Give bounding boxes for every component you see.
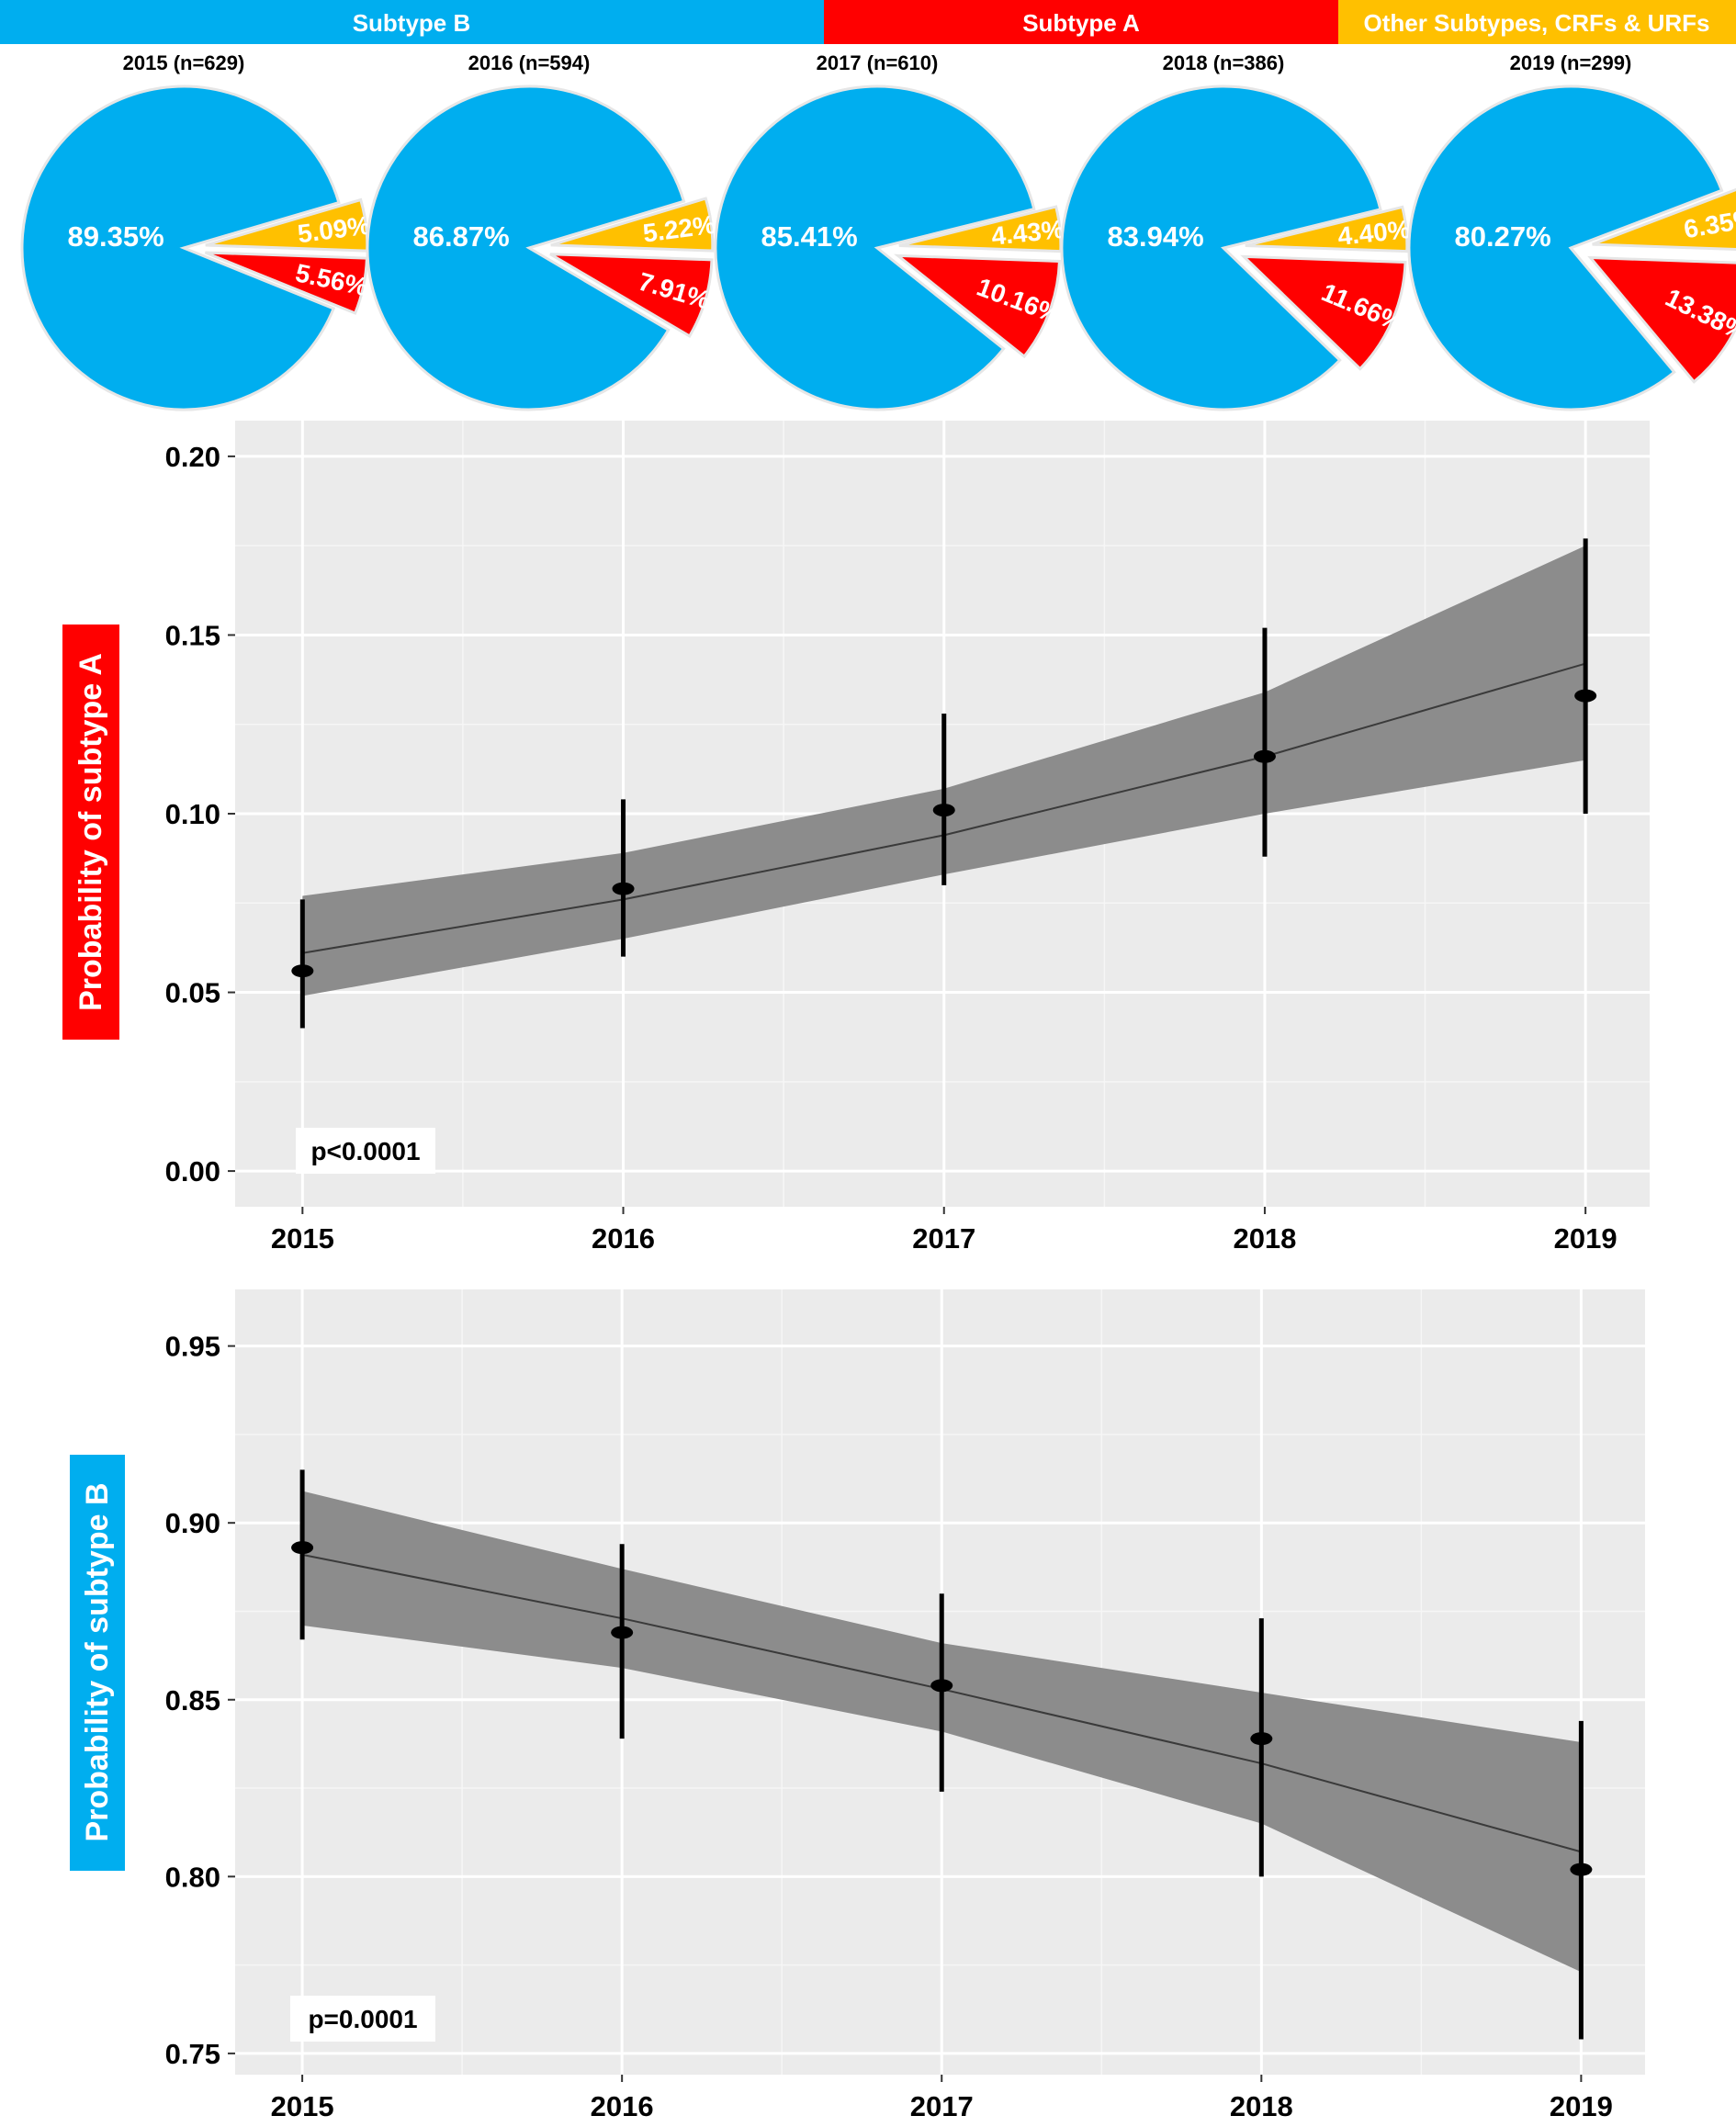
point-2018 [1250,1732,1273,1746]
pie-slice-label: 86.87% [413,220,510,253]
point-2016 [611,1626,634,1639]
pie-title: 2015 (n=629) [123,51,245,74]
pie-title: 2019 (n=299) [1510,51,1632,74]
y-tick-label: 0.90 [165,1507,220,1539]
pie-slice-subtype-a [549,253,714,339]
legend-subtype-a-swatch [824,0,1338,44]
pie-2015: 2015 (n=629)89.35%5.56%5.09% [20,51,372,411]
pie-slice-subtype-b [20,84,341,411]
subtype-b-pvalue: p=0.0001 [308,2005,417,2033]
pie-slice-subtype-b [1407,84,1724,411]
pie-slice-label: 83.94% [1108,220,1204,253]
x-tick-label: 2016 [591,2090,654,2122]
subtype-a-ylabel-box [62,625,119,1040]
pie-slice-other-subtypes-crfs-urfs [550,197,715,253]
y-tick-label: 0.00 [165,1155,220,1187]
x-tick-label: 2017 [910,2090,974,2122]
x-tick-label: 2018 [1230,2090,1293,2122]
pie-slice-other-subtypes-crfs-urfs [1245,205,1409,253]
pie-charts: 2015 (n=629)89.35%5.56%5.09%2016 (n=594)… [20,51,1736,411]
legend-other-swatch [1338,0,1736,44]
point-2017 [932,804,955,817]
pie-2019: 2019 (n=299)80.27%13.38%6.35% [1407,51,1736,411]
x-tick-label: 2016 [592,1222,655,1255]
pie-title: 2018 (n=386) [1163,51,1285,74]
legend-subtype-b-swatch [0,0,824,44]
x-tick-label: 2015 [271,2090,334,2122]
pie-2016: 2016 (n=594)86.87%7.91%5.22% [366,51,717,411]
x-tick-label: 2018 [1233,1222,1296,1255]
subtype-b-ylabel: Probability of subtype B [80,1482,115,1841]
point-2017 [930,1679,953,1693]
pie-title: 2017 (n=610) [817,51,939,74]
y-tick-label: 0.05 [165,977,220,1009]
y-tick-label: 0.10 [165,798,220,830]
subtype-b-axes: 0.75 0.80 0.85 0.90 0.95 2015 2016 2017 2018 2019 [165,1331,1613,2122]
pie-slice-subtype-b [1060,84,1382,411]
x-tick-label: 2019 [1550,2090,1613,2122]
legend-subtype-a-label: Subtype A [1022,9,1140,37]
subtype-a-axes: 0.00 0.05 0.10 0.15 0.20 2015 2016 2017 2018 2019 [165,441,1618,1255]
subtype-b-points [291,1469,1593,2040]
subtype-b-ylabel-box [70,1455,125,1871]
point-2019 [1574,689,1597,703]
subtype-a-pvalue-box [296,1128,435,1174]
legend-other-label: Other Subtypes, CRFs & URFs [1363,9,1709,37]
pie-slice-other-subtypes-crfs-urfs [1592,187,1736,252]
subtype-b-pvalue-box [290,1996,435,2042]
y-tick-label: 0.95 [165,1331,220,1363]
pie-2018: 2018 (n=386)83.94%11.66%4.40% [1060,51,1412,411]
pie-slice-subtype-a [894,253,1061,359]
legend-subtype-b-label: Subtype B [353,9,471,37]
y-tick-label: 0.75 [165,2038,220,2070]
pie-slice-subtype-a [1240,254,1407,371]
y-tick-label: 0.85 [165,1684,220,1716]
point-2016 [612,882,635,895]
pie-slice-subtype-b [714,84,1036,411]
pie-title: 2016 (n=594) [468,51,591,74]
point-2018 [1253,749,1276,763]
point-2015 [291,964,314,978]
y-tick-label: 0.15 [165,619,220,651]
point-2015 [291,1541,314,1555]
subtype-a-ylabel: Probability of subtype A [73,653,108,1011]
pie-slice-label: 89.35% [68,220,164,253]
legend-bar: Subtype B Subtype A Other Subtypes, CRFs… [0,0,1736,44]
y-tick-label: 0.80 [165,1861,220,1893]
x-tick-label: 2015 [271,1222,334,1255]
pie-slice-label: 85.41% [761,220,858,253]
subtype-a-pvalue: p<0.0001 [310,1137,420,1165]
subtype-b-panel: 0.75 0.80 0.85 0.90 0.95 2015 2016 2017 2018 2019… [70,1289,1645,2122]
pie-slice-subtype-b [366,84,686,411]
subtype-a-panel: 0.00 0.05 0.10 0.15 0.20 2015 2016 2017 2018 2019… [62,421,1650,1255]
pie-2017: 2017 (n=610)85.41%10.16%4.43% [714,51,1065,411]
x-tick-label: 2017 [912,1222,975,1255]
point-2019 [1570,1863,1593,1876]
y-tick-label: 0.20 [165,441,220,473]
subtype-a-points [291,538,1597,1029]
x-tick-label: 2019 [1554,1222,1618,1255]
pie-slice-label: 80.27% [1455,220,1551,253]
